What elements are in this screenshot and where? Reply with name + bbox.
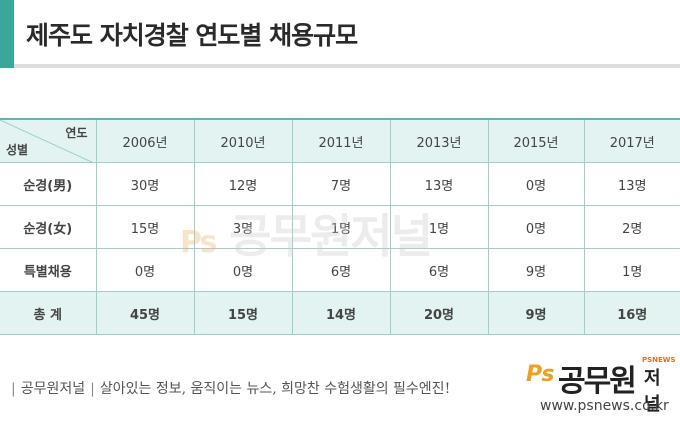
recruitment-table: 연도 성별 2006년 2010년 2011년 2013년 2015년 2017… (0, 118, 680, 335)
total-cell: 15명 (193, 291, 292, 335)
title-bar: 제주도 자치경찰 연도별 채용규모 (0, 0, 680, 68)
total-cell: 9명 (487, 291, 584, 335)
table-cell: 13명 (389, 162, 488, 206)
row-label: 순경(女) (0, 205, 96, 249)
table-cell: 7명 (291, 162, 390, 206)
table-cell: 0명 (487, 205, 584, 249)
year-header: 2010년 (193, 118, 292, 163)
table-cell: 1명 (389, 205, 488, 249)
table-cell: 13명 (583, 162, 680, 206)
table-cell: 0명 (193, 248, 292, 292)
table-cell: 6명 (389, 248, 488, 292)
logo-tiny-text: PSNEWS (642, 356, 676, 364)
table-cell: 0명 (95, 248, 194, 292)
total-cell: 14명 (291, 291, 390, 335)
total-cell: 16명 (583, 291, 680, 335)
table-header-row: 연도 성별 2006년 2010년 2011년 2013년 2015년 2017… (0, 118, 680, 163)
logo-sub-text: 저널 (644, 368, 661, 415)
year-header: 2013년 (389, 118, 488, 163)
footer-slogan: | 공무원저널 | 살아있는 정보, 움직이는 뉴스, 희망찬 수험생활의 필수엔진! (6, 378, 450, 398)
table-cell: 2명 (583, 205, 680, 249)
table-cell: 15명 (95, 205, 194, 249)
row-label: 순경(男) (0, 162, 96, 206)
logo-ps-icon: Ps (526, 362, 555, 387)
table-cell: 1명 (583, 248, 680, 292)
footer-brand: 공무원저널 (20, 381, 86, 397)
diagonal-line (0, 120, 92, 162)
table-cell: 9명 (487, 248, 584, 292)
title-underline (14, 64, 680, 68)
table-cell: 12명 (193, 162, 292, 206)
table-row: 순경(女) 15명 3명 1명 1명 0명 2명 (0, 205, 680, 249)
slogan-text: 살아있는 정보, 움직이는 뉴스, 희망찬 수험생활의 필수엔진! (99, 381, 451, 397)
title-accent-bar (0, 0, 14, 68)
year-header: 2011년 (291, 118, 390, 163)
table-row: 특별채용 0명 0명 6명 6명 9명 1명 (0, 248, 680, 292)
corner-header-cell: 연도 성별 (0, 118, 96, 163)
table-cell: 0명 (487, 162, 584, 206)
corner-gender-label: 성별 (6, 143, 29, 157)
divider-bar: | (11, 381, 16, 397)
table-cell: 1명 (291, 205, 390, 249)
site-url: www.psnews.co.kr (540, 398, 669, 414)
total-label: 총 계 (0, 291, 96, 335)
total-row: 총 계 45명 15명 14명 20명 9명 16명 (0, 291, 680, 335)
page-title: 제주도 자치경찰 연도별 채용규모 (26, 21, 358, 50)
row-label: 특별채용 (0, 248, 96, 292)
table-cell: 3명 (193, 205, 292, 249)
table-row: 순경(男) 30명 12명 7명 13명 0명 13명 (0, 162, 680, 206)
year-header: 2006년 (95, 118, 194, 163)
table-cell: 30명 (95, 162, 194, 206)
corner-year-label: 연도 (65, 126, 88, 140)
year-header: 2015년 (487, 118, 584, 163)
year-header: 2017년 (583, 118, 680, 163)
table-cell: 6명 (291, 248, 390, 292)
logo-main-text: 공무원 (558, 364, 637, 399)
total-cell: 20명 (389, 291, 488, 335)
total-cell: 45명 (95, 291, 194, 335)
brand-logo: Ps 공무원 PSNEWS 저널 (520, 356, 676, 415)
divider-bar: | (90, 381, 95, 397)
